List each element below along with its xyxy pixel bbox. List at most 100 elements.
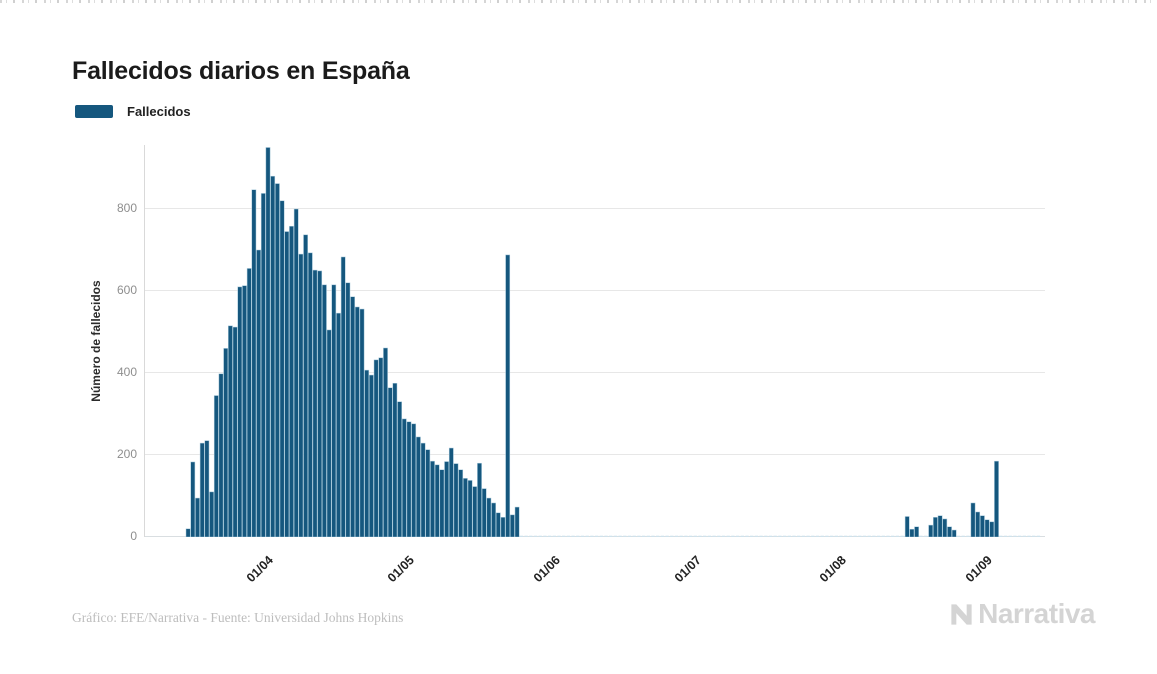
- bar[interactable]: [627, 535, 632, 537]
- bar[interactable]: [448, 447, 454, 537]
- bar[interactable]: [477, 462, 482, 537]
- bar[interactable]: [594, 535, 599, 537]
- bar[interactable]: [919, 535, 923, 537]
- bar[interactable]: [862, 535, 867, 537]
- bar[interactable]: [975, 511, 981, 537]
- bar[interactable]: [782, 535, 787, 537]
- bar[interactable]: [350, 296, 355, 537]
- bar[interactable]: [571, 535, 575, 537]
- bar[interactable]: [378, 357, 384, 537]
- bar[interactable]: [369, 374, 374, 537]
- bar[interactable]: [787, 535, 791, 537]
- bar[interactable]: [867, 535, 871, 537]
- bar[interactable]: [340, 256, 346, 537]
- bar[interactable]: [444, 461, 449, 537]
- legend-item-fallecidos[interactable]: Fallecidos: [75, 104, 191, 119]
- bar[interactable]: [529, 535, 533, 537]
- bar[interactable]: [500, 517, 506, 537]
- bar[interactable]: [298, 253, 304, 537]
- bar[interactable]: [218, 373, 224, 537]
- bar[interactable]: [514, 506, 520, 537]
- bar[interactable]: [942, 518, 948, 537]
- bar[interactable]: [853, 535, 857, 537]
- bar[interactable]: [731, 535, 735, 537]
- bar[interactable]: [434, 464, 440, 537]
- bar[interactable]: [585, 535, 589, 537]
- bar[interactable]: [839, 535, 843, 537]
- bar[interactable]: [1017, 535, 1022, 537]
- bar[interactable]: [486, 497, 492, 537]
- bar[interactable]: [519, 535, 524, 537]
- bar[interactable]: [961, 535, 965, 537]
- bar[interactable]: [768, 535, 773, 537]
- bar[interactable]: [909, 528, 915, 537]
- bar[interactable]: [289, 225, 294, 537]
- bar[interactable]: [590, 535, 594, 537]
- bar[interactable]: [820, 535, 824, 537]
- bar[interactable]: [891, 535, 895, 537]
- bar[interactable]: [270, 175, 276, 537]
- bar[interactable]: [801, 535, 806, 537]
- bar[interactable]: [829, 535, 834, 537]
- bar[interactable]: [275, 183, 280, 537]
- bar[interactable]: [557, 535, 561, 537]
- bar[interactable]: [872, 535, 876, 537]
- bar[interactable]: [759, 535, 763, 537]
- bar[interactable]: [256, 249, 261, 537]
- bar[interactable]: [416, 436, 421, 537]
- bar[interactable]: [293, 208, 299, 537]
- bar[interactable]: [345, 282, 351, 537]
- bar[interactable]: [359, 308, 365, 537]
- bar[interactable]: [190, 461, 196, 537]
- bar[interactable]: [773, 535, 777, 537]
- bar[interactable]: [848, 535, 853, 537]
- bar[interactable]: [980, 515, 985, 537]
- bar[interactable]: [279, 200, 285, 537]
- bar[interactable]: [312, 269, 318, 537]
- bar[interactable]: [237, 286, 243, 537]
- bar[interactable]: [1022, 535, 1026, 537]
- bar[interactable]: [764, 535, 768, 537]
- bar[interactable]: [834, 535, 838, 537]
- bar[interactable]: [251, 189, 257, 537]
- bar[interactable]: [717, 535, 721, 537]
- bar[interactable]: [510, 514, 515, 537]
- bar[interactable]: [232, 326, 238, 537]
- bar[interactable]: [613, 535, 618, 537]
- bar[interactable]: [463, 478, 468, 537]
- bar[interactable]: [505, 254, 511, 537]
- bar[interactable]: [406, 421, 412, 537]
- bar[interactable]: [491, 502, 496, 537]
- bar[interactable]: [745, 535, 749, 537]
- bar[interactable]: [984, 519, 990, 537]
- bar[interactable]: [693, 535, 697, 537]
- bar[interactable]: [886, 535, 890, 537]
- bar[interactable]: [411, 423, 417, 537]
- bar[interactable]: [637, 535, 641, 537]
- bar[interactable]: [397, 401, 402, 537]
- bar[interactable]: [331, 284, 337, 537]
- bar[interactable]: [994, 460, 999, 537]
- bar[interactable]: [199, 442, 205, 537]
- bar[interactable]: [900, 535, 904, 537]
- bar[interactable]: [618, 535, 622, 537]
- bar[interactable]: [1036, 535, 1041, 537]
- bar[interactable]: [825, 535, 829, 537]
- bar[interactable]: [641, 535, 646, 537]
- bar[interactable]: [458, 469, 464, 537]
- bar[interactable]: [792, 535, 796, 537]
- bar[interactable]: [735, 535, 740, 537]
- bar[interactable]: [242, 285, 247, 537]
- bar[interactable]: [392, 383, 398, 537]
- bar[interactable]: [656, 535, 660, 537]
- bar[interactable]: [1032, 535, 1036, 537]
- bar[interactable]: [712, 535, 716, 537]
- bar[interactable]: [740, 535, 744, 537]
- bar[interactable]: [623, 535, 627, 537]
- bar[interactable]: [383, 347, 388, 537]
- bar[interactable]: [322, 284, 327, 537]
- bar[interactable]: [703, 535, 707, 537]
- bar[interactable]: [354, 306, 360, 537]
- bar[interactable]: [472, 486, 478, 537]
- bar[interactable]: [576, 535, 580, 537]
